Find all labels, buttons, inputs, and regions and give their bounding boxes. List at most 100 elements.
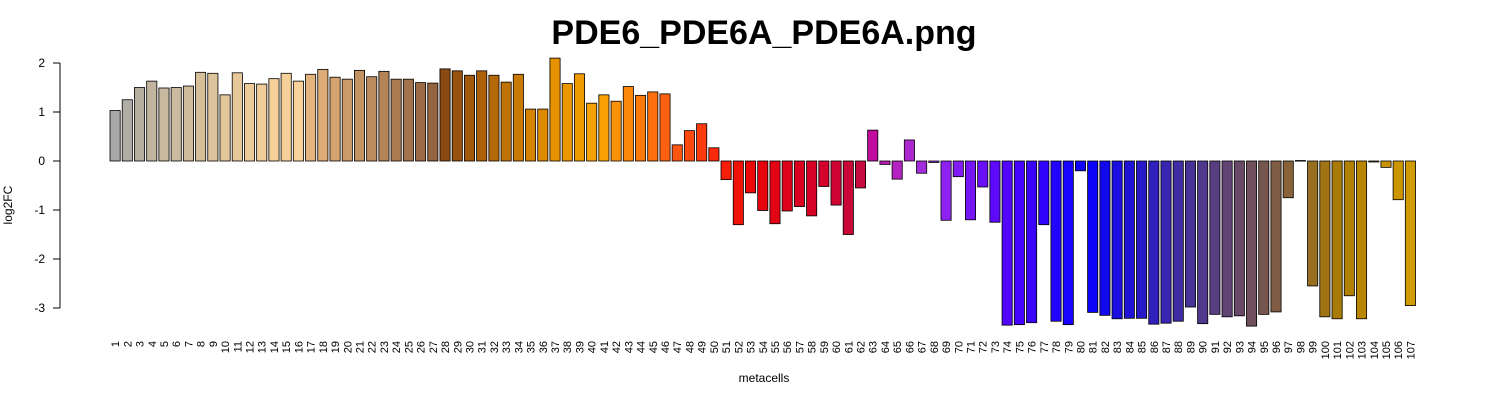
bar-86 (1148, 160, 1160, 325)
bar-36 (537, 108, 549, 162)
bar-53 (745, 160, 757, 194)
bar-88 (1172, 160, 1184, 322)
x-tick-label: 14 (269, 341, 281, 353)
bar-97 (1282, 160, 1294, 199)
bar-24 (390, 78, 402, 162)
bar-27 (427, 82, 439, 162)
x-tick-label: 42 (611, 341, 623, 353)
x-tick-label: 22 (367, 341, 379, 353)
bar-68 (928, 160, 940, 163)
x-tick-label: 97 (1283, 341, 1295, 353)
bar-98 (1294, 160, 1306, 162)
x-tick-label: 96 (1271, 341, 1283, 353)
x-tick-label: 57 (794, 341, 806, 353)
x-tick-label: 81 (1088, 341, 1100, 353)
bar-83 (1111, 160, 1123, 320)
x-tick-label: 48 (684, 341, 696, 353)
bar-102 (1343, 160, 1355, 297)
x-tick-label: 89 (1185, 341, 1197, 353)
bar-62 (855, 160, 867, 189)
x-tick-label: 83 (1112, 341, 1124, 353)
bar-50 (708, 147, 720, 162)
bar-23 (378, 70, 390, 162)
bar-35 (525, 108, 537, 162)
x-tick-label: 7 (183, 341, 195, 347)
bar-58 (806, 160, 818, 217)
bar-96 (1270, 160, 1282, 313)
x-tick-label: 100 (1320, 341, 1332, 359)
bar-60 (830, 160, 842, 206)
x-tick-label: 49 (697, 341, 709, 353)
x-tick-label: 85 (1137, 341, 1149, 353)
x-tick-label: 52 (733, 341, 745, 353)
bar-101 (1331, 160, 1343, 320)
bar-99 (1307, 160, 1319, 287)
bar-72 (977, 160, 989, 188)
x-tick-label: 80 (1075, 341, 1087, 353)
x-tick-label: 87 (1161, 341, 1173, 353)
bar-19 (329, 76, 341, 162)
bar-51 (720, 160, 732, 181)
x-tick-label: 70 (953, 341, 965, 353)
x-tick-label: 94 (1247, 341, 1259, 353)
bar-22 (366, 76, 378, 162)
x-tick-label: 16 (293, 341, 305, 353)
x-tick-label: 69 (941, 341, 953, 353)
bar-94 (1246, 160, 1258, 327)
x-tick-label: 27 (428, 341, 440, 353)
x-tick-label: 9 (208, 341, 220, 347)
bar-15 (280, 72, 292, 162)
x-tick-label: 64 (880, 341, 892, 353)
x-tick-label: 88 (1173, 341, 1185, 353)
x-tick-label: 67 (917, 341, 929, 353)
bar-64 (879, 160, 891, 165)
bar-79 (1062, 160, 1074, 326)
bar-105 (1380, 160, 1392, 168)
x-tick-label: 101 (1332, 341, 1344, 359)
x-tick-label: 12 (245, 341, 257, 353)
bar-78 (1050, 160, 1062, 322)
bar-6 (170, 87, 182, 162)
bar-103 (1356, 160, 1368, 320)
bar-9 (207, 72, 219, 162)
bar-14 (268, 78, 280, 162)
bar-57 (793, 160, 805, 207)
x-tick-label: 55 (770, 341, 782, 353)
x-tick-label: 50 (709, 341, 721, 353)
x-tick-label: 38 (562, 341, 574, 353)
x-tick-label: 75 (1014, 341, 1026, 353)
x-tick-label: 54 (758, 341, 770, 353)
bar-56 (781, 160, 793, 212)
x-tick-label: 25 (403, 341, 415, 353)
x-tick-label: 11 (232, 341, 244, 352)
bar-95 (1258, 160, 1270, 315)
bar-25 (402, 78, 414, 162)
bar-28 (439, 68, 451, 162)
x-axis-label: metacells (739, 371, 790, 385)
bar-29 (451, 70, 463, 162)
bar-31 (476, 70, 488, 162)
bar-38 (561, 83, 573, 162)
x-tick-label: 103 (1357, 341, 1369, 359)
bar-46 (659, 93, 671, 162)
bar-17 (305, 73, 317, 162)
x-tick-label: 39 (574, 341, 586, 353)
x-tick-label: 104 (1369, 341, 1381, 359)
bar-45 (647, 91, 659, 162)
x-tick-label: 59 (819, 341, 831, 353)
bar-69 (940, 160, 952, 221)
x-tick-label: 47 (672, 341, 684, 353)
x-tick-label: 2 (122, 341, 134, 347)
x-tick-label: 17 (306, 341, 318, 353)
x-tick-label: 77 (1039, 341, 1051, 353)
x-tick-label: 90 (1198, 341, 1210, 353)
x-tick-label: 82 (1100, 341, 1112, 353)
x-tick-label: 72 (978, 341, 990, 353)
x-tick-label: 78 (1051, 341, 1063, 353)
bar-61 (842, 160, 854, 235)
x-tick-label: 45 (648, 341, 660, 353)
x-tick-label: 95 (1259, 341, 1271, 353)
bar-107 (1404, 160, 1416, 306)
bar-11 (231, 72, 243, 162)
x-tick-label: 105 (1381, 341, 1393, 359)
